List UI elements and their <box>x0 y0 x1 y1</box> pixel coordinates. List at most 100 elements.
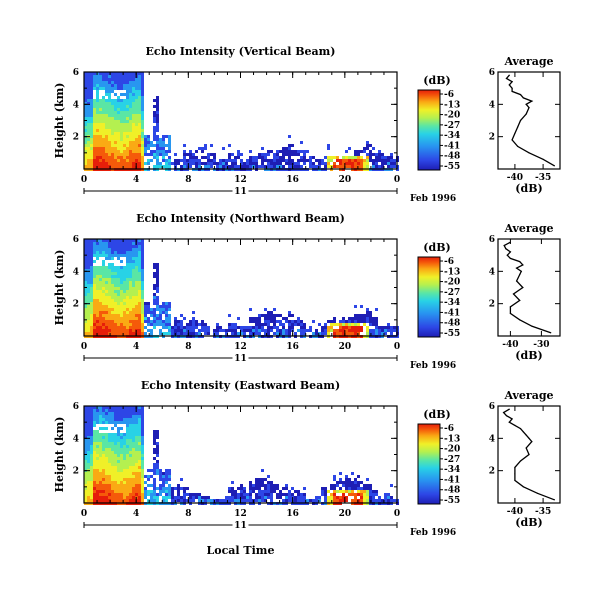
heatmap-cell <box>168 469 171 472</box>
heatmap-cell <box>255 162 258 165</box>
heatmap-cell <box>126 111 129 114</box>
heatmap-cell <box>282 493 285 496</box>
heatmap-cell <box>129 159 132 162</box>
heatmap-cell <box>375 165 378 168</box>
heatmap-cell <box>156 463 159 466</box>
heatmap-cell <box>261 490 264 493</box>
heatmap-cell <box>129 472 132 475</box>
heatmap-cell <box>102 466 105 469</box>
heatmap-cell <box>84 263 87 266</box>
heatmap-cell <box>114 317 117 320</box>
heatmap-cell <box>105 296 108 299</box>
heatmap-cell <box>132 135 135 138</box>
heatmap-cell <box>102 296 105 299</box>
heatmap-cell <box>108 454 111 457</box>
heatmap-cell <box>288 493 291 496</box>
heatmap-cell <box>357 326 360 329</box>
heatmap-cell <box>225 499 228 502</box>
heatmap-cell <box>93 433 96 436</box>
heatmap-cell <box>96 242 99 245</box>
heatmap-cell <box>387 162 390 165</box>
heatmap-cell <box>111 108 114 111</box>
heatmap-cell <box>102 311 105 314</box>
heatmap-cell <box>156 308 159 311</box>
heatmap-cell <box>84 129 87 132</box>
heatmap-cell <box>102 478 105 481</box>
heatmap-cell <box>132 281 135 284</box>
heatmap-cell <box>192 326 195 329</box>
heatmap-cell <box>114 293 117 296</box>
heatmap-cell <box>90 105 93 108</box>
heatmap-cell <box>129 245 132 248</box>
heatmap-cell <box>177 484 180 487</box>
heatmap-cell <box>126 329 129 332</box>
heatmap-cell <box>234 496 237 499</box>
heatmap-cell <box>123 439 126 442</box>
heatmap-cell <box>168 305 171 308</box>
heatmap-cell <box>156 496 159 499</box>
heatmap-cell <box>291 487 294 490</box>
heatmap-cell <box>288 311 291 314</box>
heatmap-cell <box>132 445 135 448</box>
heatmap-cell <box>111 141 114 144</box>
heatmap-cell <box>132 251 135 254</box>
heatmap-cell <box>129 496 132 499</box>
heatmap-cell <box>330 320 333 323</box>
heatmap-cell <box>105 320 108 323</box>
heatmap-cell <box>204 144 207 147</box>
colorbar-tick-label: -48 <box>444 319 460 329</box>
heatmap-cell <box>159 329 162 332</box>
profile-point <box>519 460 522 462</box>
heatmap-cell <box>105 93 108 96</box>
heatmap-cell <box>126 418 129 421</box>
heatmap-cell <box>99 427 102 430</box>
heatmap-cell <box>162 323 165 326</box>
heatmap-cell <box>96 138 99 141</box>
heatmap-cell <box>84 299 87 302</box>
heatmap-cell <box>195 159 198 162</box>
heatmap-cell <box>147 305 150 308</box>
heatmap-cell <box>135 93 138 96</box>
heatmap-cell <box>135 284 138 287</box>
heatmap-cell <box>150 469 153 472</box>
heatmap-cell <box>135 293 138 296</box>
heatmap-cell <box>312 165 315 168</box>
heatmap-cell <box>153 308 156 311</box>
heatmap-cell <box>138 317 141 320</box>
heatmap-cell <box>123 305 126 308</box>
heatmap-cell <box>120 323 123 326</box>
heatmap-cell <box>114 111 117 114</box>
heatmap-cell <box>87 150 90 153</box>
heatmap-cell <box>231 165 234 168</box>
profile-point <box>509 251 511 253</box>
heatmap-cell <box>96 329 99 332</box>
heatmap-cell <box>84 108 87 111</box>
heatmap-cell <box>105 147 108 150</box>
heatmap-cell <box>102 78 105 81</box>
heatmap-cell <box>135 475 138 478</box>
heatmap-cell <box>120 159 123 162</box>
heatmap-cell <box>366 493 369 496</box>
heatmap-cell <box>93 314 96 317</box>
heatmap-cell <box>123 308 126 311</box>
heatmap-cell <box>174 320 177 323</box>
heatmap-cell <box>129 78 132 81</box>
heatmap-cell <box>327 165 330 168</box>
heatmap-cell <box>138 436 141 439</box>
heatmap-cell <box>339 162 342 165</box>
heatmap-cell <box>111 329 114 332</box>
heatmap-cell <box>84 78 87 81</box>
heatmap-cell <box>138 487 141 490</box>
heatmap-cell <box>123 493 126 496</box>
heatmap-cell <box>120 81 123 84</box>
heatmap-cell <box>339 326 342 329</box>
heatmap-cell <box>141 141 144 144</box>
heatmap-cell <box>96 150 99 153</box>
heatmap-cell <box>132 114 135 117</box>
heatmap-cell <box>129 475 132 478</box>
heatmap-cell <box>231 490 234 493</box>
heatmap-cell <box>129 409 132 412</box>
heatmap-cell <box>162 165 165 168</box>
heatmap-cell <box>84 484 87 487</box>
heatmap-cell <box>318 162 321 165</box>
